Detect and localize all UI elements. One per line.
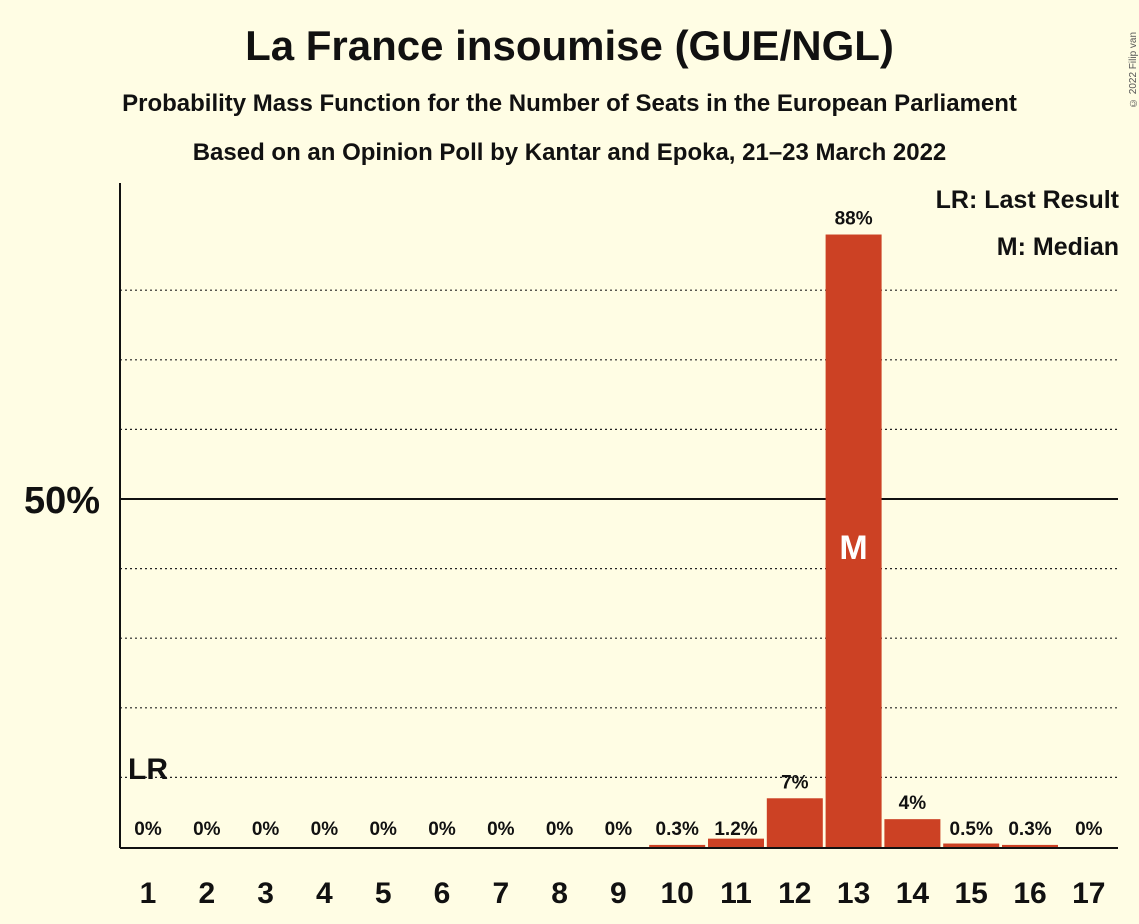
x-tick-label: 7 bbox=[492, 877, 509, 910]
data-label: 0% bbox=[193, 819, 221, 840]
x-tick-label: 14 bbox=[896, 877, 930, 910]
data-label: 0.3% bbox=[656, 819, 699, 840]
x-tick-label: 1 bbox=[140, 877, 157, 910]
data-label: 0% bbox=[1075, 819, 1103, 840]
x-tick-label: 9 bbox=[610, 877, 627, 910]
x-tick-label: 5 bbox=[375, 877, 392, 910]
y-tick-label: 50% bbox=[24, 480, 100, 522]
bar bbox=[825, 234, 882, 847]
data-label: 0% bbox=[428, 819, 456, 840]
x-tick-label: 13 bbox=[837, 877, 870, 910]
data-label: 0.5% bbox=[950, 819, 993, 840]
x-tick-label: 8 bbox=[551, 877, 568, 910]
bar bbox=[708, 838, 764, 847]
data-label: 0% bbox=[369, 819, 397, 840]
bar bbox=[649, 844, 706, 847]
last-result-marker: LR bbox=[128, 753, 168, 786]
x-tick-label: 3 bbox=[257, 877, 274, 910]
data-label: 0% bbox=[605, 819, 633, 840]
x-tick-label: 12 bbox=[778, 877, 811, 910]
x-tick-label: 6 bbox=[434, 877, 451, 910]
x-tick-label: 4 bbox=[316, 877, 333, 910]
bar bbox=[884, 819, 941, 847]
data-label: 0% bbox=[546, 819, 574, 840]
data-label: 0% bbox=[311, 819, 339, 840]
chart-source-line: Based on an Opinion Poll by Kantar and E… bbox=[192, 139, 947, 166]
bar bbox=[1002, 844, 1058, 847]
chart-title: La France insoumise (GUE/NGL) bbox=[245, 22, 894, 69]
x-tick-label: 15 bbox=[955, 877, 988, 910]
data-label: 88% bbox=[835, 209, 873, 230]
bar bbox=[766, 798, 823, 847]
data-label: 0.3% bbox=[1008, 819, 1051, 840]
bar bbox=[943, 843, 1000, 847]
x-tick-label: 16 bbox=[1013, 877, 1046, 910]
x-tick-label: 2 bbox=[198, 877, 215, 910]
legend-last-result: LR: Last Result bbox=[935, 186, 1119, 214]
data-label: 0% bbox=[487, 819, 515, 840]
data-label: 0% bbox=[252, 819, 280, 840]
data-label: 7% bbox=[781, 772, 809, 793]
chart-subtitle: Probability Mass Function for the Number… bbox=[122, 90, 1017, 117]
x-tick-label: 17 bbox=[1072, 877, 1105, 910]
median-marker: M bbox=[839, 529, 867, 567]
data-label: 1.2% bbox=[714, 819, 757, 840]
x-tick-label: 11 bbox=[720, 877, 752, 910]
data-label: 0% bbox=[134, 819, 162, 840]
legend-median: M: Median bbox=[996, 233, 1119, 261]
data-label: 4% bbox=[899, 793, 927, 814]
x-tick-label: 10 bbox=[661, 877, 694, 910]
